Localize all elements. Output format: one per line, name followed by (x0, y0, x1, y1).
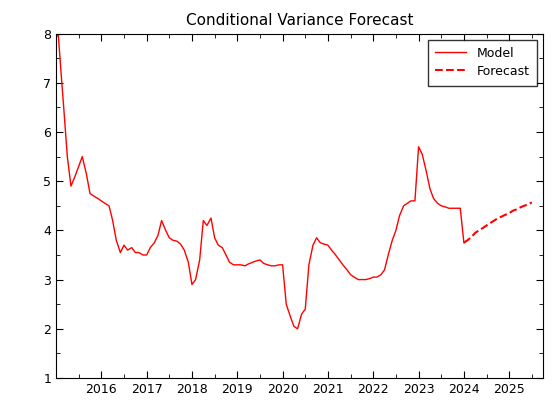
Forecast (464, 238, 471, 243)
Forecast (468, 234, 475, 239)
Forecast (517, 205, 524, 210)
Line: Model: Model (56, 34, 464, 329)
Forecast (529, 200, 535, 205)
Forecast (521, 203, 528, 208)
Model (294, 326, 301, 331)
Forecast (475, 228, 482, 233)
Model (279, 262, 286, 268)
Forecast (502, 212, 509, 217)
Model (332, 252, 339, 257)
Title: Conditional Variance Forecast: Conditional Variance Forecast (186, 13, 413, 28)
Forecast (472, 230, 479, 235)
Forecast (460, 240, 467, 245)
Legend: Model, Forecast: Model, Forecast (428, 40, 537, 86)
Forecast (479, 226, 486, 231)
Line: Forecast: Forecast (464, 202, 532, 243)
Model (192, 277, 199, 282)
Forecast (494, 215, 501, 220)
Forecast (491, 218, 498, 223)
Model (374, 275, 380, 280)
Model (55, 31, 62, 36)
Model (53, 36, 59, 41)
Forecast (514, 207, 520, 212)
Forecast (483, 223, 490, 228)
Model (453, 206, 460, 211)
Forecast (498, 214, 505, 219)
Forecast (487, 220, 493, 226)
Forecast (506, 211, 512, 216)
Forecast (510, 208, 516, 213)
Model (351, 275, 358, 280)
Forecast (525, 202, 531, 207)
Model (460, 240, 467, 245)
